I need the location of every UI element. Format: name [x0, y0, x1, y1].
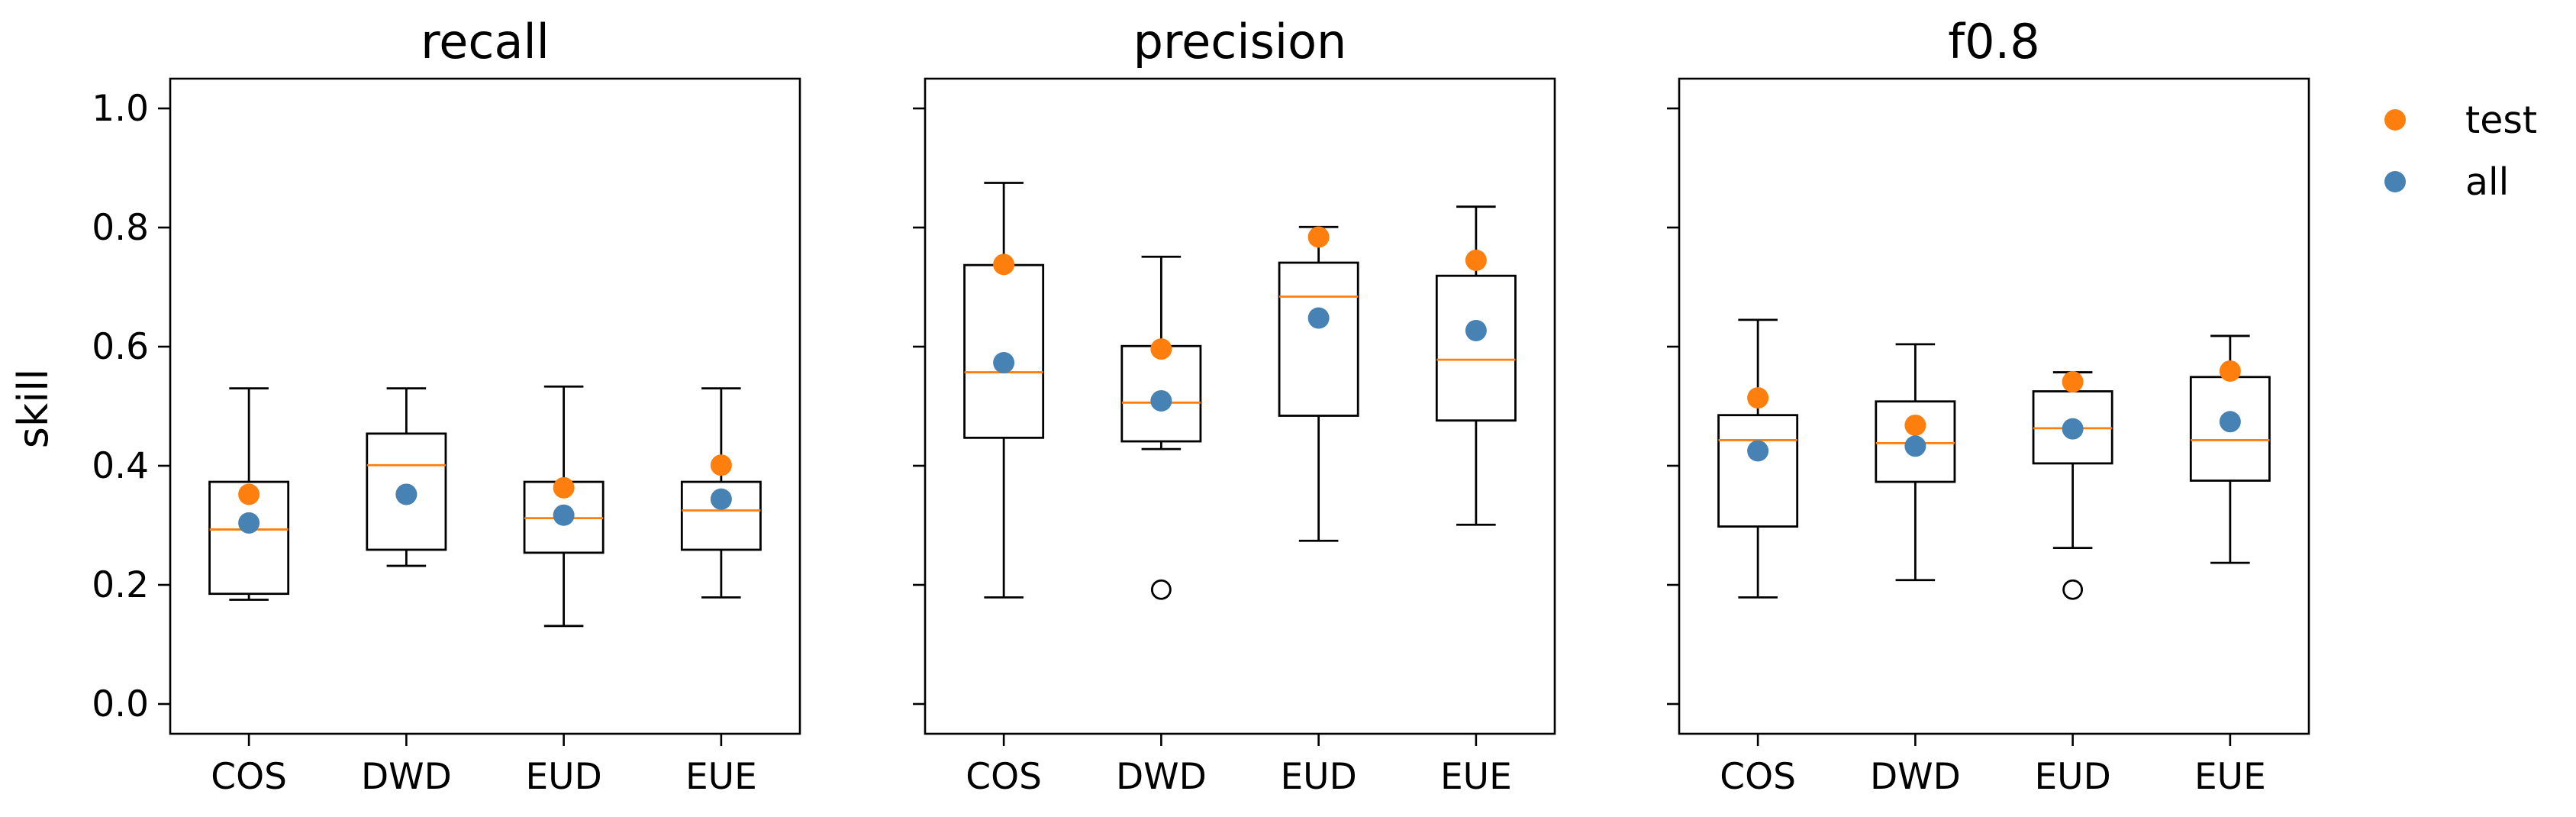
x-tick-label: EUD — [525, 756, 601, 798]
iqr-box — [1717, 414, 1799, 528]
panel-title: recall — [421, 14, 550, 69]
iqr-box — [366, 432, 447, 551]
y-tick-label: 0.0 — [92, 683, 149, 725]
panel-1: precision COS DWD EUD EUE — [913, 14, 1556, 798]
all-point — [993, 352, 1015, 374]
x-tick-label: EUE — [1440, 756, 1512, 798]
all-point — [553, 504, 575, 526]
plot-frame — [1678, 77, 2310, 735]
test-point — [2062, 371, 2084, 393]
y-tick-label: 0.8 — [92, 207, 149, 249]
x-tick-label: EUE — [685, 756, 757, 798]
test-point — [993, 253, 1015, 276]
all-point — [710, 488, 732, 510]
test-point — [710, 454, 732, 476]
legend-entry-test: test — [2384, 98, 2537, 142]
test-point — [1747, 387, 1769, 409]
legend: test all — [2384, 98, 2537, 204]
box-COS: COS — [1717, 318, 1799, 798]
legend-marker — [2384, 171, 2406, 192]
test-point — [1307, 226, 1330, 248]
y-tick-label: 1.0 — [92, 88, 149, 130]
box-COS: COS — [208, 387, 290, 798]
test-point — [1150, 338, 1172, 360]
box-DWD: DWD — [361, 387, 452, 798]
panel-title: precision — [1133, 14, 1347, 69]
x-tick-label: COS — [966, 756, 1042, 798]
box-EUD: EUD — [1278, 225, 1359, 798]
all-point — [2062, 418, 2084, 440]
x-tick-label: COS — [211, 756, 287, 798]
plot-frame — [924, 77, 1556, 735]
box-EUE: EUE — [2189, 334, 2271, 798]
box-EUE: EUE — [680, 387, 762, 798]
all-point — [1150, 389, 1172, 412]
panel-0: recall 0.0 0.2 0.4 0.6 0.8 1.0 COS DWD EUD EUE — [92, 14, 801, 798]
all-point — [1747, 440, 1769, 462]
x-tick-label: COS — [1720, 756, 1796, 798]
x-tick-label: EUD — [1280, 756, 1356, 798]
legend-label: test — [2465, 98, 2537, 142]
test-point — [2219, 360, 2241, 382]
legend-marker — [2384, 109, 2406, 131]
box-COS: COS — [963, 182, 1045, 798]
all-point — [395, 483, 418, 505]
box-DWD: DWD — [1870, 343, 1961, 798]
outlier-point — [2062, 579, 2084, 600]
iqr-box — [963, 263, 1045, 439]
iqr-box — [1435, 274, 1517, 422]
x-tick-label: EUD — [2034, 756, 2110, 798]
all-point — [1307, 307, 1330, 329]
iqr-box — [1875, 400, 1956, 483]
test-point — [1904, 414, 1926, 436]
all-point — [238, 512, 260, 534]
outlier-point — [1150, 579, 1172, 600]
panel-2: f0.8 COS DWD EUD EUE — [1667, 14, 2310, 798]
box-EUD: EUD — [523, 385, 605, 798]
box-EUD: EUD — [2032, 371, 2113, 798]
x-tick-label: DWD — [1870, 756, 1961, 798]
iqr-box — [1278, 261, 1359, 417]
x-tick-label: EUE — [2194, 756, 2266, 798]
box-DWD: DWD — [1116, 255, 1207, 798]
all-point — [1904, 435, 1926, 457]
legend-label: all — [2465, 160, 2509, 204]
all-point — [1465, 319, 1487, 341]
test-point — [553, 476, 575, 499]
plot-frame — [169, 77, 801, 735]
y-tick-label: 0.2 — [92, 564, 149, 606]
x-tick-label: DWD — [361, 756, 452, 798]
box-EUE: EUE — [1435, 205, 1517, 798]
test-point — [238, 483, 260, 505]
x-tick-label: DWD — [1116, 756, 1207, 798]
legend-entry-all: all — [2384, 160, 2509, 204]
test-point — [1465, 249, 1487, 271]
y-axis-label: skill — [9, 369, 57, 448]
y-tick-label: 0.4 — [92, 445, 149, 487]
iqr-box — [680, 480, 762, 551]
iqr-box — [208, 480, 290, 596]
y-tick-label: 0.6 — [92, 326, 149, 368]
panel-title: f0.8 — [1948, 14, 2039, 69]
all-point — [2219, 411, 2241, 433]
